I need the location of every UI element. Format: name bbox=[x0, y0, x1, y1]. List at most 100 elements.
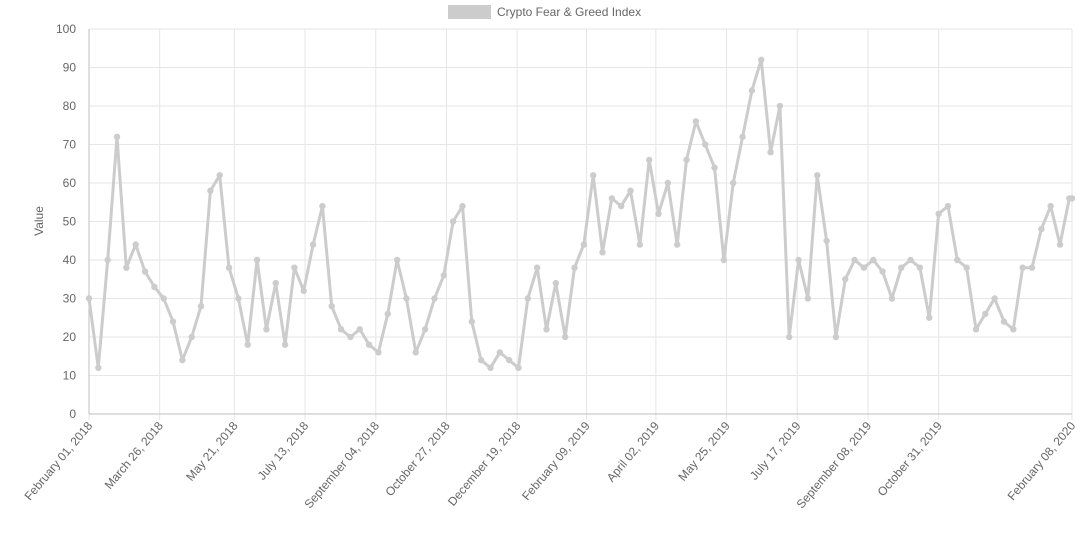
data-point[interactable] bbox=[207, 187, 214, 194]
data-point[interactable] bbox=[832, 333, 840, 341]
data-point[interactable] bbox=[421, 326, 429, 333]
data-point[interactable] bbox=[188, 333, 195, 341]
data-point[interactable] bbox=[972, 326, 980, 333]
data-point[interactable] bbox=[337, 326, 345, 333]
legend-label[interactable]: Crypto Fear & Greed Index bbox=[497, 5, 641, 19]
data-point[interactable] bbox=[599, 249, 606, 256]
data-point[interactable] bbox=[468, 318, 475, 325]
data-point[interactable] bbox=[702, 141, 709, 148]
data-point[interactable] bbox=[375, 349, 382, 356]
data-point[interactable] bbox=[319, 202, 326, 210]
data-point[interactable] bbox=[617, 202, 625, 210]
data-point[interactable] bbox=[720, 256, 728, 264]
data-point[interactable] bbox=[1056, 241, 1064, 248]
data-point[interactable] bbox=[870, 256, 877, 264]
data-point[interactable] bbox=[1038, 226, 1045, 233]
data-point[interactable] bbox=[459, 202, 466, 210]
data-point[interactable] bbox=[608, 195, 616, 202]
data-point[interactable] bbox=[804, 295, 812, 302]
data-point[interactable] bbox=[926, 314, 933, 321]
data-point[interactable] bbox=[449, 218, 457, 225]
data-point[interactable] bbox=[244, 341, 251, 348]
data-point[interactable] bbox=[403, 295, 410, 302]
data-point[interactable] bbox=[645, 156, 653, 164]
data-point[interactable] bbox=[356, 326, 363, 333]
data-point[interactable] bbox=[711, 164, 718, 171]
data-point[interactable] bbox=[954, 256, 961, 264]
data-point[interactable] bbox=[916, 264, 924, 271]
data-point[interactable] bbox=[95, 364, 102, 371]
data-point[interactable] bbox=[748, 87, 756, 94]
data-point[interactable] bbox=[963, 264, 970, 271]
data-point[interactable] bbox=[739, 133, 746, 140]
data-point[interactable] bbox=[879, 268, 886, 275]
data-point[interactable] bbox=[673, 241, 681, 248]
data-point[interactable] bbox=[477, 356, 485, 364]
data-point[interactable] bbox=[767, 149, 774, 156]
data-point[interactable] bbox=[151, 283, 158, 291]
data-point[interactable] bbox=[113, 133, 121, 140]
data-point[interactable] bbox=[636, 241, 644, 248]
data-point[interactable] bbox=[347, 333, 354, 341]
data-point[interactable] bbox=[263, 326, 270, 333]
data-point[interactable] bbox=[786, 333, 793, 341]
data-point[interactable] bbox=[272, 279, 279, 287]
data-point[interactable] bbox=[281, 341, 289, 348]
data-point[interactable] bbox=[907, 256, 914, 264]
data-point[interactable] bbox=[991, 295, 998, 302]
data-point[interactable] bbox=[132, 241, 139, 248]
data-point[interactable] bbox=[627, 187, 634, 194]
data-point[interactable] bbox=[1047, 202, 1054, 210]
data-point[interactable] bbox=[309, 241, 317, 248]
data-point[interactable] bbox=[552, 279, 560, 287]
data-point[interactable] bbox=[730, 179, 737, 187]
data-point[interactable] bbox=[440, 272, 447, 279]
data-point[interactable] bbox=[300, 287, 307, 294]
data-point[interactable] bbox=[823, 237, 830, 244]
data-point[interactable] bbox=[842, 276, 849, 283]
data-point[interactable] bbox=[104, 256, 111, 264]
data-point[interactable] bbox=[580, 241, 588, 248]
data-point[interactable] bbox=[851, 256, 858, 264]
data-point[interactable] bbox=[1010, 326, 1017, 333]
legend-swatch[interactable] bbox=[448, 5, 491, 19]
data-point[interactable] bbox=[160, 295, 167, 302]
data-point[interactable] bbox=[123, 264, 130, 271]
data-point[interactable] bbox=[898, 264, 905, 271]
data-point[interactable] bbox=[169, 318, 177, 325]
data-point[interactable] bbox=[561, 333, 569, 341]
data-point[interactable] bbox=[944, 202, 952, 210]
data-point[interactable] bbox=[533, 264, 541, 271]
data-point[interactable] bbox=[216, 172, 223, 179]
data-point[interactable] bbox=[571, 264, 578, 271]
data-point[interactable] bbox=[412, 349, 419, 356]
data-point[interactable] bbox=[496, 349, 504, 356]
data-point[interactable] bbox=[664, 179, 672, 187]
data-point[interactable] bbox=[589, 172, 597, 179]
data-point[interactable] bbox=[85, 295, 93, 302]
data-point[interactable] bbox=[1068, 195, 1076, 202]
data-point[interactable] bbox=[758, 56, 765, 63]
data-point[interactable] bbox=[935, 210, 942, 217]
data-point[interactable] bbox=[384, 310, 391, 318]
data-point[interactable] bbox=[141, 268, 149, 275]
data-point[interactable] bbox=[225, 264, 233, 271]
data-point[interactable] bbox=[524, 295, 532, 302]
data-point[interactable] bbox=[1000, 318, 1008, 325]
data-point[interactable] bbox=[982, 310, 989, 318]
data-point[interactable] bbox=[487, 364, 494, 371]
data-point[interactable] bbox=[393, 256, 401, 264]
data-point[interactable] bbox=[776, 102, 784, 110]
data-point[interactable] bbox=[543, 326, 550, 333]
data-point[interactable] bbox=[515, 364, 522, 371]
data-point[interactable] bbox=[683, 156, 690, 164]
data-point[interactable] bbox=[860, 264, 868, 271]
data-point[interactable] bbox=[888, 295, 896, 302]
data-point[interactable] bbox=[692, 118, 700, 125]
data-point[interactable] bbox=[328, 303, 335, 310]
data-point[interactable] bbox=[431, 295, 438, 302]
data-point[interactable] bbox=[795, 256, 802, 264]
data-point[interactable] bbox=[291, 264, 298, 271]
data-point[interactable] bbox=[814, 172, 821, 179]
data-point[interactable] bbox=[1028, 264, 1036, 271]
